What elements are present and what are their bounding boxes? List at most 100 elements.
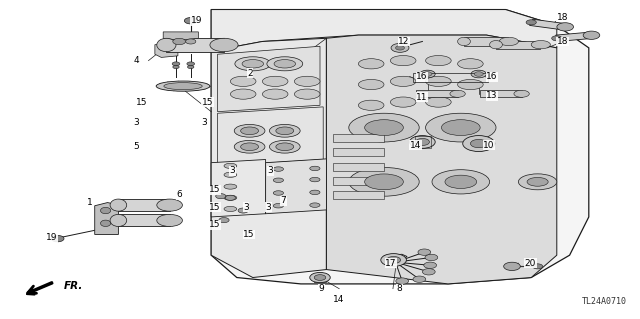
- Bar: [333, 134, 384, 142]
- Ellipse shape: [526, 20, 536, 25]
- Ellipse shape: [387, 256, 401, 263]
- Ellipse shape: [157, 38, 176, 52]
- Ellipse shape: [474, 72, 483, 76]
- Text: 10: 10: [483, 141, 495, 150]
- Bar: [333, 148, 384, 156]
- Text: 3: 3: [230, 166, 236, 175]
- Ellipse shape: [358, 100, 384, 110]
- Ellipse shape: [424, 262, 436, 269]
- Ellipse shape: [527, 177, 548, 186]
- Text: 3: 3: [202, 118, 207, 127]
- Ellipse shape: [273, 204, 284, 208]
- Bar: [314, 277, 326, 282]
- Polygon shape: [556, 32, 593, 41]
- Text: 20: 20: [525, 259, 536, 268]
- Ellipse shape: [273, 191, 284, 195]
- Ellipse shape: [157, 214, 182, 226]
- Ellipse shape: [110, 214, 127, 226]
- Ellipse shape: [219, 218, 229, 223]
- Ellipse shape: [390, 97, 416, 107]
- Text: 9: 9: [319, 284, 324, 293]
- Ellipse shape: [463, 136, 495, 152]
- Ellipse shape: [225, 195, 236, 200]
- Ellipse shape: [358, 79, 384, 90]
- Bar: [118, 214, 170, 226]
- Ellipse shape: [415, 138, 429, 145]
- Ellipse shape: [110, 199, 127, 211]
- Polygon shape: [326, 35, 557, 284]
- Ellipse shape: [234, 124, 265, 137]
- Ellipse shape: [310, 177, 320, 182]
- Text: 16: 16: [486, 72, 498, 81]
- Ellipse shape: [381, 254, 406, 266]
- Ellipse shape: [210, 38, 238, 52]
- Text: 18: 18: [557, 13, 568, 22]
- Polygon shape: [266, 159, 326, 214]
- Text: 8: 8: [397, 284, 403, 293]
- Polygon shape: [218, 107, 323, 166]
- Text: 11: 11: [416, 93, 428, 102]
- Ellipse shape: [224, 195, 237, 200]
- Ellipse shape: [518, 174, 557, 190]
- Bar: [333, 191, 384, 199]
- Ellipse shape: [186, 39, 196, 44]
- Polygon shape: [529, 19, 567, 30]
- Ellipse shape: [471, 70, 486, 78]
- Polygon shape: [163, 32, 198, 40]
- Ellipse shape: [499, 37, 518, 46]
- Ellipse shape: [349, 113, 419, 142]
- Ellipse shape: [458, 37, 470, 46]
- Ellipse shape: [164, 83, 202, 90]
- Text: 14: 14: [410, 141, 421, 150]
- Ellipse shape: [391, 43, 409, 52]
- Ellipse shape: [458, 59, 483, 69]
- Text: 13: 13: [486, 91, 498, 100]
- Ellipse shape: [557, 23, 573, 31]
- Ellipse shape: [262, 76, 288, 86]
- Ellipse shape: [432, 170, 490, 194]
- Text: 2: 2: [247, 69, 253, 78]
- Ellipse shape: [242, 60, 264, 68]
- Text: 1: 1: [87, 198, 93, 207]
- Polygon shape: [155, 45, 178, 57]
- Text: 15: 15: [209, 185, 221, 194]
- Ellipse shape: [100, 220, 111, 226]
- Ellipse shape: [238, 208, 248, 213]
- Ellipse shape: [396, 278, 408, 284]
- Ellipse shape: [426, 56, 451, 66]
- Text: TL24A0710: TL24A0710: [582, 297, 627, 306]
- Ellipse shape: [390, 56, 416, 66]
- Bar: [166, 38, 224, 52]
- Polygon shape: [211, 10, 589, 284]
- Text: 19: 19: [191, 16, 202, 25]
- Ellipse shape: [274, 60, 296, 68]
- Ellipse shape: [224, 163, 237, 168]
- Ellipse shape: [241, 143, 259, 151]
- Ellipse shape: [390, 76, 416, 86]
- Polygon shape: [211, 38, 326, 278]
- Ellipse shape: [234, 140, 265, 153]
- Bar: [118, 199, 170, 211]
- Ellipse shape: [269, 140, 300, 153]
- Ellipse shape: [504, 262, 520, 271]
- Polygon shape: [211, 10, 557, 51]
- Ellipse shape: [458, 79, 483, 90]
- Text: 3: 3: [266, 203, 271, 212]
- Polygon shape: [218, 46, 320, 112]
- Ellipse shape: [514, 90, 529, 97]
- Text: 18: 18: [557, 37, 568, 46]
- Ellipse shape: [426, 76, 451, 86]
- Ellipse shape: [172, 62, 180, 66]
- Ellipse shape: [173, 38, 186, 45]
- Ellipse shape: [314, 275, 326, 280]
- Ellipse shape: [365, 120, 403, 136]
- Bar: [416, 90, 458, 97]
- Text: 12: 12: [398, 37, 410, 46]
- Ellipse shape: [267, 57, 303, 71]
- Ellipse shape: [269, 124, 300, 137]
- Text: 7: 7: [280, 197, 286, 205]
- Bar: [333, 177, 384, 185]
- Ellipse shape: [310, 272, 330, 283]
- Ellipse shape: [423, 72, 432, 76]
- Ellipse shape: [276, 127, 294, 135]
